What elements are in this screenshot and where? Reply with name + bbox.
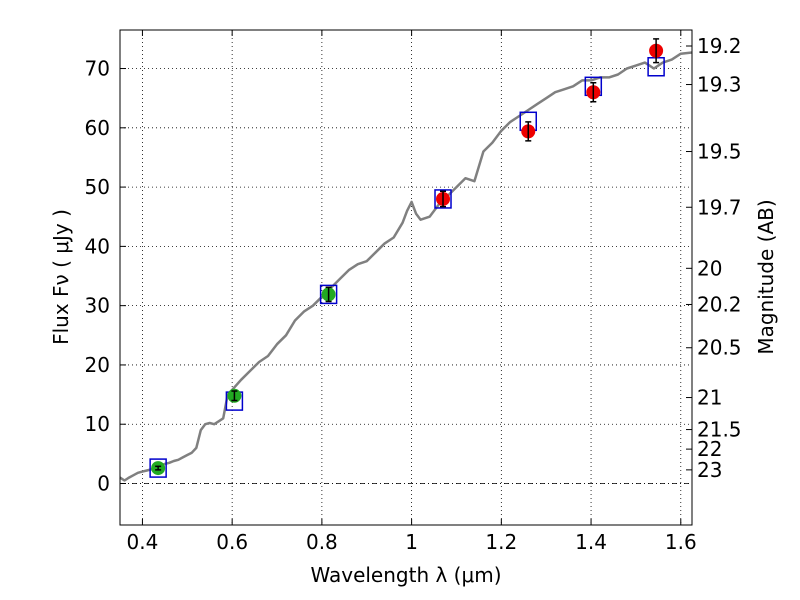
axes-ticks: 0.4 0.6 0.8 1 1.2 1.4 1.6 0 10 20 30 40 50 60 70 19.2 19… — [85, 30, 742, 554]
x-axis-label: Wavelength λ (μm) — [310, 563, 501, 587]
x-tick-label: 0.8 — [306, 530, 338, 554]
right-tick-label: 23 — [697, 458, 722, 482]
y-tick-label: 60 — [85, 116, 110, 140]
right-tick-label: 20 — [697, 256, 722, 280]
x-tick-label: 1.6 — [665, 530, 697, 554]
x-tick-label: 0.4 — [127, 530, 159, 554]
x-tick-label: 1.4 — [575, 530, 607, 554]
y-tick-label: 0 — [97, 472, 110, 496]
synthetic-photometry-box — [319, 284, 338, 305]
y-axis-label: Flux Fν ( μJy ) — [49, 209, 73, 345]
plot-frame — [119, 29, 693, 526]
right-tick-label: 19.3 — [697, 73, 742, 97]
y-tick-label: 70 — [85, 57, 110, 81]
plot-area — [119, 38, 693, 484]
right-tick-label: 22 — [697, 437, 722, 461]
right-tick-label: 19.7 — [697, 195, 742, 219]
right-tick-label: 21 — [697, 386, 722, 410]
y-tick-label: 50 — [85, 175, 110, 199]
right-tick-label: 20.2 — [697, 292, 742, 316]
y-tick-label: 20 — [85, 353, 110, 377]
y-tick-label: 10 — [85, 412, 110, 436]
right-tick-label: 19.2 — [697, 34, 742, 58]
right-tick-label: 19.5 — [697, 140, 742, 164]
right-tick-label: 21.5 — [697, 418, 742, 442]
x-tick-label: 1 — [405, 530, 418, 554]
right-tick-label: 20.5 — [697, 336, 742, 360]
x-tick-label: 1.2 — [485, 530, 517, 554]
y-tick-label: 30 — [85, 294, 110, 318]
x-tick-label: 0.6 — [216, 530, 248, 554]
synthetic-photometry-box — [434, 189, 452, 209]
y-tick-label: 40 — [85, 234, 110, 258]
model-spectrum-line — [119, 51, 693, 482]
synthetic-photometry-box — [149, 458, 167, 478]
right-axis-label: Magnitude (AB) — [754, 199, 778, 354]
